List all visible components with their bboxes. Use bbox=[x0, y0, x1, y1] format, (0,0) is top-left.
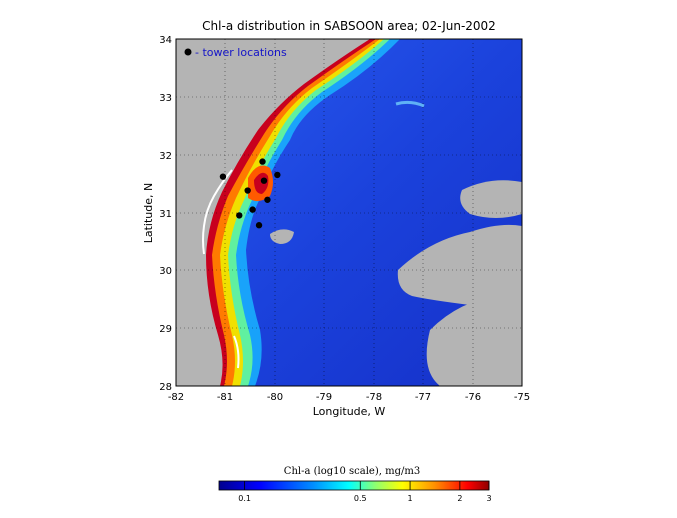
y-tick-label: 32 bbox=[159, 151, 172, 162]
map-area bbox=[176, 39, 522, 386]
y-tick-labels: 34 33 32 31 30 29 28 bbox=[159, 35, 172, 393]
tower-marker bbox=[259, 158, 266, 165]
cloud-patch-3 bbox=[460, 180, 522, 218]
y-axis-label: Latitude, N bbox=[142, 183, 155, 244]
cloud-patch-1 bbox=[397, 224, 522, 307]
colorbar-ticks: 0.1 0.5 1 2 3 bbox=[238, 481, 492, 503]
tower-marker bbox=[264, 196, 271, 203]
map-title: Chl-a distribution in SABSOON area; 02-J… bbox=[202, 19, 496, 33]
colorbar bbox=[218, 480, 490, 491]
tower-marker bbox=[255, 222, 263, 229]
tower-marker bbox=[274, 171, 281, 179]
y-tick-label: 28 bbox=[159, 382, 172, 393]
coastal-fringe-south bbox=[233, 335, 240, 369]
x-tick-label: -75 bbox=[514, 392, 530, 403]
colorbar-tick-label: 0.1 bbox=[238, 494, 251, 503]
y-tick-label: 33 bbox=[159, 93, 172, 104]
colorbar-tick-label: 3 bbox=[486, 494, 491, 503]
colorbar-tick-label: 0.5 bbox=[354, 494, 367, 503]
x-tick-label: -78 bbox=[366, 392, 382, 403]
tower-marker bbox=[236, 212, 243, 219]
x-tick-label: -76 bbox=[465, 392, 481, 403]
tower-markers bbox=[219, 158, 281, 229]
swirl bbox=[395, 100, 425, 108]
grid bbox=[176, 39, 522, 386]
tower-marker bbox=[244, 187, 251, 194]
colorbar-tick-label: 1 bbox=[408, 494, 413, 503]
x-tick-labels: -82 -81 -80 -79 -78 -77 -76 -75 bbox=[168, 392, 530, 403]
cloud-patch-2 bbox=[426, 296, 522, 386]
x-axis-label: Longitude, W bbox=[313, 405, 386, 418]
tower-marker bbox=[249, 206, 256, 213]
y-tick-label: 34 bbox=[159, 35, 172, 46]
legend-label: - tower locations bbox=[195, 46, 287, 59]
land bbox=[176, 39, 370, 386]
coastal-fringe bbox=[202, 169, 233, 255]
y-tick-label: 31 bbox=[159, 209, 172, 220]
tower-marker bbox=[219, 173, 227, 180]
x-tick-label: -77 bbox=[415, 392, 431, 403]
y-tick-label: 30 bbox=[159, 266, 172, 277]
colorbar-label: Chl-a (log10 scale), mg/m3 bbox=[284, 466, 420, 477]
x-tick-label: -82 bbox=[168, 392, 184, 403]
x-tick-label: -79 bbox=[316, 392, 332, 403]
y-tick-label: 29 bbox=[159, 324, 172, 335]
cloud-patch-4 bbox=[270, 229, 294, 244]
x-tick-label: -80 bbox=[267, 392, 283, 403]
legend-marker bbox=[184, 48, 192, 56]
colorbar-tick-label: 2 bbox=[457, 494, 462, 503]
x-tick-label: -81 bbox=[217, 392, 233, 403]
tower-marker bbox=[260, 177, 268, 184]
axes-frame bbox=[175, 38, 523, 387]
